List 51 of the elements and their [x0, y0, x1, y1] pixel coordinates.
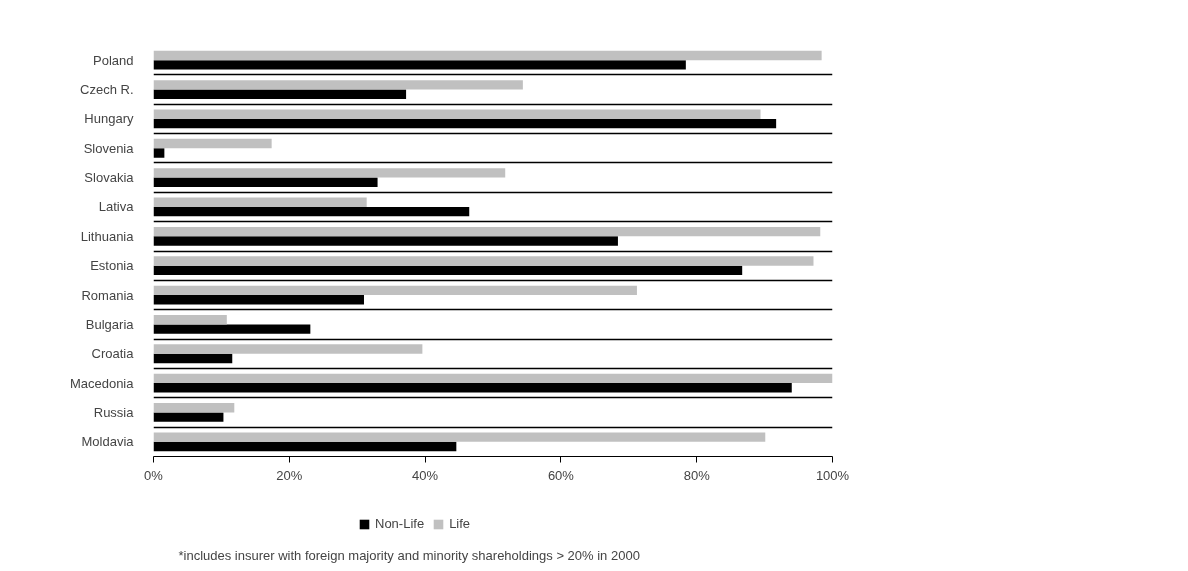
bar [153, 60, 686, 70]
y-tick-label: Moldavia [81, 434, 135, 450]
y-tick-label: Russia [93, 404, 135, 420]
y-tick-label: Lithuania [80, 228, 135, 244]
bar [153, 373, 833, 384]
bar [153, 353, 233, 364]
y-tick-label: Romania [81, 287, 135, 303]
bar [153, 285, 637, 296]
x-tick-label: 20% [276, 467, 303, 483]
y-tick-label: Lativa [98, 199, 135, 215]
bar [153, 206, 470, 217]
bar [153, 256, 814, 266]
bar [153, 118, 777, 129]
bar [153, 412, 224, 422]
bar [153, 236, 618, 246]
bar [153, 295, 364, 305]
bar [153, 324, 311, 334]
bar [153, 138, 272, 149]
x-tick-label: 100% [815, 467, 850, 483]
bar [153, 80, 523, 90]
y-tick-label: Poland [93, 52, 134, 68]
bar [153, 265, 743, 276]
y-tick-label: Hungary [84, 111, 134, 127]
legend-label: Non-Life [375, 516, 425, 531]
bar [153, 432, 766, 442]
y-tick-label: Bulgaria [85, 316, 135, 332]
bar [153, 168, 506, 178]
y-tick-label: Slovenia [83, 140, 135, 156]
y-tick-label: Slovakia [84, 170, 135, 186]
bar [153, 109, 761, 119]
bar [153, 441, 457, 452]
x-tick-label: 0% [144, 467, 164, 483]
bar [153, 50, 822, 61]
bar [153, 403, 235, 413]
bar [153, 344, 423, 354]
bar [153, 177, 378, 187]
bar [153, 383, 792, 393]
y-tick-label: Estonia [90, 258, 135, 274]
bar [153, 315, 227, 325]
y-tick-label: Czech R. [80, 82, 134, 98]
text: *includes insurer with foreign majority and minority shareholdings > 20% in 2000 [178, 548, 640, 563]
x-tick-label: 60% [547, 467, 575, 483]
bar [153, 148, 165, 158]
legend-label: Life [449, 516, 471, 531]
x-tick-label: 80% [683, 467, 711, 483]
bar [153, 197, 367, 207]
bar [153, 226, 821, 237]
y-tick-label: Macedonia [69, 375, 135, 391]
y-tick-label: Croatia [91, 346, 135, 362]
x-tick-label: 40% [412, 467, 439, 483]
bar [153, 89, 407, 99]
